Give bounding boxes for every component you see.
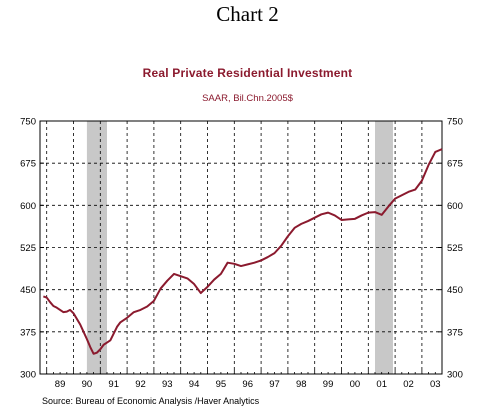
- y-tick-label-left: 375: [20, 327, 36, 338]
- x-tick-label: 94: [189, 379, 200, 390]
- x-tick-label: 89: [55, 379, 66, 390]
- x-tick-label: 91: [108, 379, 119, 390]
- source-note: Source: Bureau of Economic Analysis /Hav…: [42, 396, 260, 406]
- y-tick-label-right: 600: [447, 201, 463, 212]
- y-tick-label-right: 675: [447, 159, 463, 170]
- y-tick-label-left: 525: [20, 243, 36, 254]
- y-tick-label-left: 750: [20, 117, 36, 128]
- x-tick-label: 95: [216, 379, 227, 390]
- x-tick-label: 98: [296, 379, 307, 390]
- y-tick-label-right: 525: [447, 243, 463, 254]
- x-tick-label: 01: [376, 379, 387, 390]
- series-layer: [43, 148, 443, 355]
- series-line: [43, 148, 443, 355]
- axis-ticks: 300 300 375 375 450 450 525 525 600 600 675 675 750 7…: [20, 117, 463, 391]
- y-tick-label-left: 300: [20, 370, 36, 381]
- x-tick-label: 03: [430, 379, 441, 390]
- y-tick-label-right: 300: [447, 370, 463, 381]
- chart-subtitle: SAAR, Bil.Chn.2005$: [202, 93, 293, 104]
- chart-title: Real Private Residential Investment: [142, 66, 353, 80]
- x-tick-label: 99: [323, 379, 334, 390]
- x-tick-label: 93: [162, 379, 173, 390]
- chart-heading: Chart 2: [216, 2, 279, 26]
- x-tick-label: 96: [242, 379, 253, 390]
- y-tick-label-right: 750: [447, 117, 463, 128]
- x-tick-label: 02: [403, 379, 414, 390]
- y-tick-label-right: 375: [447, 327, 463, 338]
- gridlines: [40, 121, 442, 374]
- y-tick-label-left: 600: [20, 201, 36, 212]
- x-tick-label: 90: [82, 379, 93, 390]
- y-tick-label-left: 675: [20, 159, 36, 170]
- y-tick-label-left: 450: [20, 285, 36, 296]
- x-tick-label: 97: [269, 379, 280, 390]
- y-tick-label-right: 450: [447, 285, 463, 296]
- x-tick-label: 00: [350, 379, 361, 390]
- x-tick-label: 92: [135, 379, 146, 390]
